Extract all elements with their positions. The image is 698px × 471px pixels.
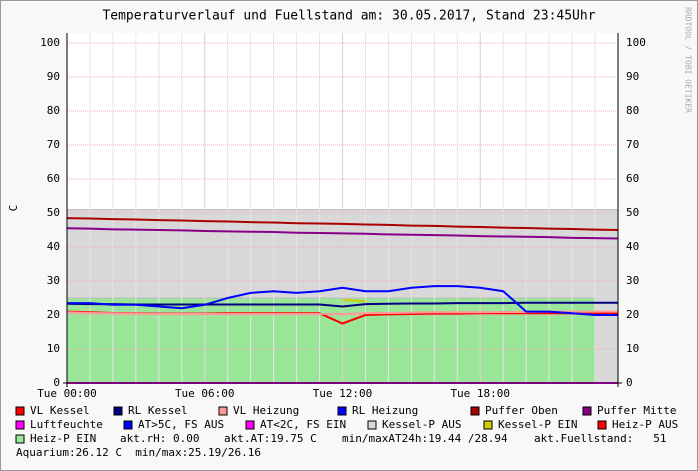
y-tick-label-right: 10	[626, 342, 639, 355]
legend-label: Puffer Mitte	[597, 404, 676, 417]
series-line	[66, 227, 619, 240]
legend-label: AT>5C, FS AUS	[138, 418, 224, 431]
y-tick-label-right: 60	[626, 172, 639, 185]
y-tick-label-right: 30	[626, 274, 639, 287]
legend-swatch	[597, 420, 607, 430]
x-tick-label: Tue 00:00	[37, 387, 97, 400]
y-tick-label: 40	[47, 240, 60, 253]
y-tick-label-right: 80	[626, 104, 639, 117]
legend-swatch	[337, 406, 347, 416]
y-tick-label: 60	[47, 172, 60, 185]
y-tick-label: 80	[47, 104, 60, 117]
x-tick-label: Tue 18:00	[450, 387, 510, 400]
y-tick-label-right: 70	[626, 138, 639, 151]
legend-label: Heiz-P EIN	[30, 432, 96, 445]
legend-comment: akt.AT:19.75 C	[224, 432, 317, 445]
x-tick-label: Tue 06:00	[175, 387, 235, 400]
chart-title: Temperaturverlauf und Fuellstand am: 30.…	[102, 9, 595, 24]
legend-swatch	[113, 406, 123, 416]
legend-label: VL Kessel	[30, 404, 90, 417]
y-tick-label: 20	[47, 308, 60, 321]
legend-label: RL Kessel	[128, 404, 188, 417]
y-tick-label: 100	[40, 36, 60, 49]
legend-label: Heiz-P AUS	[612, 418, 678, 431]
y-tick-label: 50	[47, 206, 60, 219]
legend-label: Kessel-P AUS	[382, 418, 461, 431]
legend-swatch	[123, 420, 133, 430]
y-tick-label-right: 20	[626, 308, 639, 321]
legend-swatch	[367, 420, 377, 430]
y-tick-label-right: 40	[626, 240, 639, 253]
legend-swatch	[470, 406, 480, 416]
y-tick-label: 10	[47, 342, 60, 355]
legend-swatch	[15, 406, 25, 416]
series-line	[342, 298, 366, 303]
legend-label: RL Heizung	[352, 404, 418, 417]
legend-swatch	[218, 406, 228, 416]
area	[66, 297, 596, 384]
watermark: RRDTOOL / TOBI OETIKER	[684, 7, 693, 113]
series-line	[66, 301, 618, 308]
legend-comment: akt.rH: 0.00	[120, 432, 199, 445]
y-tick-label-right: 90	[626, 70, 639, 83]
y-tick-label-right: 100	[626, 36, 646, 49]
series-line	[66, 217, 619, 231]
y-tick-label: 90	[47, 70, 60, 83]
legend-swatch	[582, 406, 592, 416]
legend-swatch	[245, 420, 255, 430]
y-tick-label: 30	[47, 274, 60, 287]
legend-swatch	[15, 434, 25, 444]
y-tick-label-right: 50	[626, 206, 639, 219]
legend-label: Puffer Oben	[485, 404, 558, 417]
legend-label: AT<2C, FS EIN	[260, 418, 346, 431]
series-line	[67, 285, 618, 316]
x-tick-label: Tue 12:00	[313, 387, 373, 400]
legend-label: VL Heizung	[233, 404, 299, 417]
y-tick-label: 70	[47, 138, 60, 151]
legend-label: Kessel-P EIN	[498, 418, 577, 431]
legend-comment: min/maxAT24h:19.44 /28.94	[342, 432, 508, 445]
y-tick-label: 0	[53, 376, 60, 389]
legend-swatch	[483, 420, 493, 430]
y-tick-label-right: 0	[626, 376, 633, 389]
legend-label: Luftfeuchte	[30, 418, 103, 431]
legend-comment: Aquarium:26.12 C min/max:25.19/26.16	[16, 446, 261, 459]
legend-comment: akt.Fuellstand: 51	[534, 432, 666, 445]
legend-swatch	[15, 420, 25, 430]
y-axis-label: C	[7, 205, 20, 212]
